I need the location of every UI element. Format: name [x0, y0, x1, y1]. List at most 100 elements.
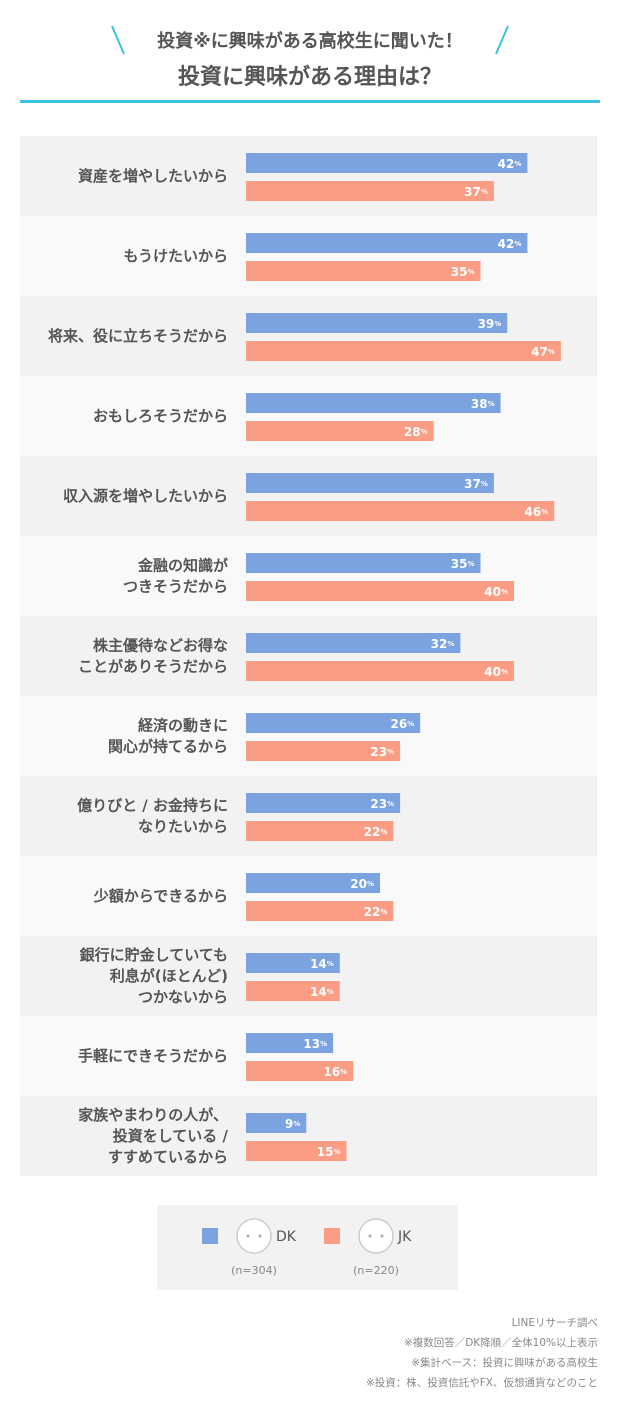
bar: [246, 1061, 354, 1081]
value-label: 47%: [531, 345, 555, 359]
bar: [246, 501, 555, 521]
value-label: 14%: [310, 985, 334, 999]
bar: [246, 421, 434, 441]
row-background: [20, 216, 597, 296]
row-background: [20, 856, 597, 936]
category-label: 経済の動きに関心が持てるから: [108, 716, 228, 755]
bar: [246, 553, 481, 573]
bar: [246, 233, 528, 253]
value-label: 23%: [370, 797, 394, 811]
legend-swatch: [202, 1228, 218, 1244]
bar: [246, 901, 394, 921]
legend-sample: (n=220): [353, 1264, 399, 1277]
bar: [246, 713, 421, 733]
row-background: [20, 1096, 597, 1176]
value-label: 9%: [285, 1117, 300, 1131]
row-background: [20, 1016, 597, 1096]
value-label: 37%: [464, 185, 488, 199]
value-label: 35%: [451, 265, 475, 279]
bar: [246, 181, 494, 201]
category-label: 手軽にできそうだから: [78, 1047, 228, 1065]
value-label: 40%: [484, 585, 508, 599]
bar: [246, 1141, 347, 1161]
category-label: 将来、役に立ちそうだから: [48, 327, 228, 345]
category-label: 収入源を増やしたいから: [63, 487, 228, 505]
bar: [246, 393, 501, 413]
decor-slash: [111, 25, 125, 55]
bar: [246, 821, 394, 841]
value-label: 22%: [364, 905, 388, 919]
bar: [246, 153, 528, 173]
value-label: 13%: [303, 1037, 327, 1051]
footnote: ※集計ベース：投資に興味がある高校生: [411, 1356, 598, 1369]
value-label: 20%: [350, 877, 374, 891]
value-label: 40%: [484, 665, 508, 679]
row-background: [20, 296, 597, 376]
legend-sample: (n=304): [231, 1264, 277, 1277]
row-background: [20, 136, 597, 216]
value-label: 46%: [524, 505, 548, 519]
category-label: 資産を増やしたいから: [78, 167, 228, 185]
bar: [246, 1033, 334, 1053]
row-background: [20, 936, 597, 1016]
category-label: おもしろそうだから: [93, 407, 228, 425]
bar: [246, 953, 340, 973]
legend-icon-eye: [368, 1234, 372, 1238]
category-label: 家族やまわりの人が、投資をしている /すすめているから: [78, 1106, 228, 1166]
chart-title: 投資※に興味がある高校生に聞いた！: [157, 30, 463, 52]
legend-label: JK: [397, 1229, 412, 1245]
value-label: 14%: [310, 957, 334, 971]
legend-icon-eye: [246, 1234, 250, 1238]
category-label: もうけたいから: [123, 247, 228, 265]
legend-icon: [236, 1218, 272, 1254]
bar: [246, 741, 401, 761]
value-label: 28%: [404, 425, 428, 439]
value-label: 16%: [323, 1065, 347, 1079]
bar: [246, 1113, 307, 1133]
value-label: 15%: [317, 1145, 341, 1159]
row-background: [20, 776, 597, 856]
legend-icon: [358, 1218, 394, 1254]
footnote: LINEリサーチ調べ: [512, 1316, 598, 1329]
bar: [246, 261, 481, 281]
chart-subtitle: 投資に興味がある理由は？: [178, 64, 442, 90]
legend-box: [157, 1205, 458, 1290]
value-label: 22%: [364, 825, 388, 839]
bar: [246, 661, 514, 681]
footnote: ※投資：株、投資信託やFX、仮想通貨などのこと: [366, 1376, 598, 1389]
legend-icon-eye: [380, 1234, 384, 1238]
row-background: [20, 536, 597, 616]
value-label: 42%: [498, 237, 522, 251]
value-label: 32%: [431, 637, 455, 651]
bar: [246, 473, 494, 493]
value-label: 23%: [370, 745, 394, 759]
row-background: [20, 376, 597, 456]
value-label: 26%: [390, 717, 414, 731]
row-background: [20, 616, 597, 696]
category-label: 億りびと / お金持ちになりたいから: [77, 796, 228, 835]
legend-swatch: [324, 1228, 340, 1244]
legend-label: DK: [276, 1229, 297, 1245]
category-label: 少額からできるから: [93, 887, 228, 905]
category-label: 銀行に貯金していても利息が(ほとんど)つかないから: [80, 946, 228, 1006]
footnote: ※複数回答／DK降順／全体10%以上表示: [404, 1336, 598, 1349]
value-label: 37%: [464, 477, 488, 491]
bar: [246, 873, 380, 893]
row-background: [20, 456, 597, 536]
bar: [246, 633, 461, 653]
decor-slash: [495, 25, 509, 55]
title-rule: [20, 100, 600, 103]
value-label: 38%: [471, 397, 495, 411]
value-label: 42%: [498, 157, 522, 171]
category-label: 金融の知識がつきそうだから: [123, 556, 229, 595]
bar: [246, 793, 401, 813]
row-background: [20, 696, 597, 776]
value-label: 35%: [451, 557, 475, 571]
category-label: 株主優待などお得なことがありそうだから: [78, 636, 228, 675]
legend-icon-eye: [258, 1234, 262, 1238]
bar: [246, 581, 514, 601]
bar: [246, 341, 561, 361]
bar: [246, 981, 340, 1001]
value-label: 39%: [478, 317, 502, 331]
